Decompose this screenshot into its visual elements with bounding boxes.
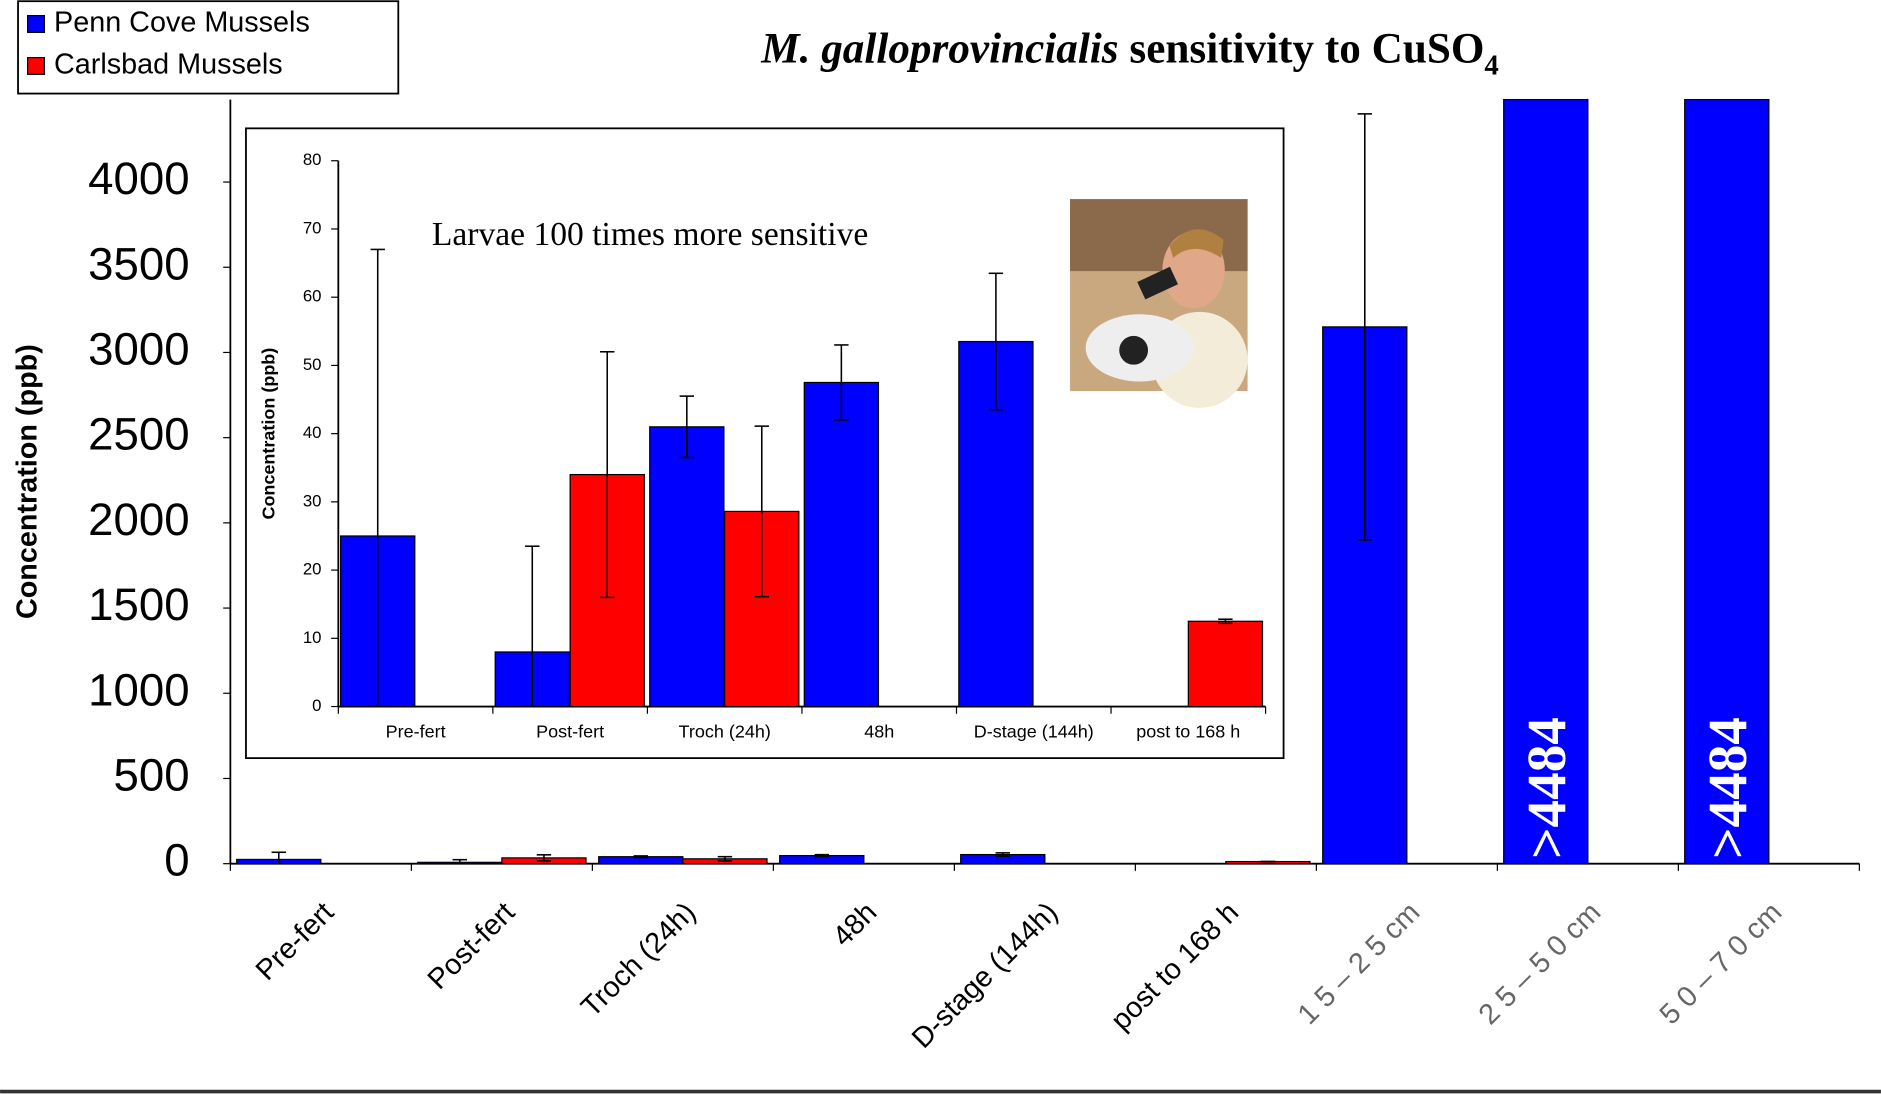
legend-swatch bbox=[28, 58, 45, 75]
title-subscript: 4 bbox=[1484, 49, 1498, 81]
y-tick-label: 50 bbox=[303, 355, 322, 374]
y-tick-label: 60 bbox=[303, 287, 322, 306]
value-label: >4484 bbox=[1516, 717, 1577, 859]
title-italic: M. galloprovincialis bbox=[760, 25, 1118, 72]
photo-knob bbox=[1119, 336, 1148, 365]
legend-label: Penn Cove Mussels bbox=[54, 7, 310, 39]
y-tick-label: 70 bbox=[303, 218, 322, 237]
y-tick-label: 10 bbox=[303, 628, 322, 647]
y-tick-label: 1000 bbox=[88, 664, 189, 715]
y-tick-label: 2500 bbox=[88, 409, 189, 460]
x-tick-label: Post-fert bbox=[536, 722, 604, 742]
y-tick-label: 3500 bbox=[88, 238, 189, 289]
y-tick-label: 1500 bbox=[88, 579, 189, 630]
x-tick-label: Troch (24h) bbox=[679, 722, 771, 742]
y-tick-label: 80 bbox=[303, 150, 322, 169]
y-tick-label: 3000 bbox=[88, 323, 189, 374]
annotation: Larvae 100 times more sensitive bbox=[432, 216, 868, 253]
y-axis-label: Concentration (ppb) bbox=[11, 344, 43, 619]
y-tick-label: 500 bbox=[114, 750, 190, 801]
y-tick-label: 20 bbox=[303, 560, 322, 579]
y-tick-label: 2000 bbox=[88, 494, 189, 545]
legend-label: Carlsbad Mussels bbox=[54, 49, 283, 81]
y-tick-label: 30 bbox=[303, 491, 322, 510]
y-tick-label: 4000 bbox=[88, 153, 189, 204]
y-tick-label: 0 bbox=[164, 835, 189, 886]
y-tick-label: 40 bbox=[303, 423, 322, 442]
photo bbox=[1070, 199, 1248, 408]
y-axis-label: Concentration (ppb) bbox=[259, 348, 279, 520]
bar bbox=[1188, 621, 1262, 706]
y-tick-label: 0 bbox=[312, 696, 321, 715]
page: M. galloprovincialis sensitivity to CuSO… bbox=[0, 0, 1881, 1094]
x-tick-label: Pre-fert bbox=[386, 722, 446, 742]
value-label: >4484 bbox=[1697, 717, 1758, 859]
bar bbox=[650, 427, 724, 707]
legend-swatch bbox=[28, 16, 45, 33]
x-tick-label: D-stage (144h) bbox=[974, 722, 1094, 742]
title-text: sensitivity to CuSO bbox=[1119, 25, 1485, 72]
x-tick-label: 48h bbox=[864, 722, 894, 742]
x-tick-label: post to 168 h bbox=[1136, 722, 1240, 742]
bar bbox=[804, 382, 878, 706]
